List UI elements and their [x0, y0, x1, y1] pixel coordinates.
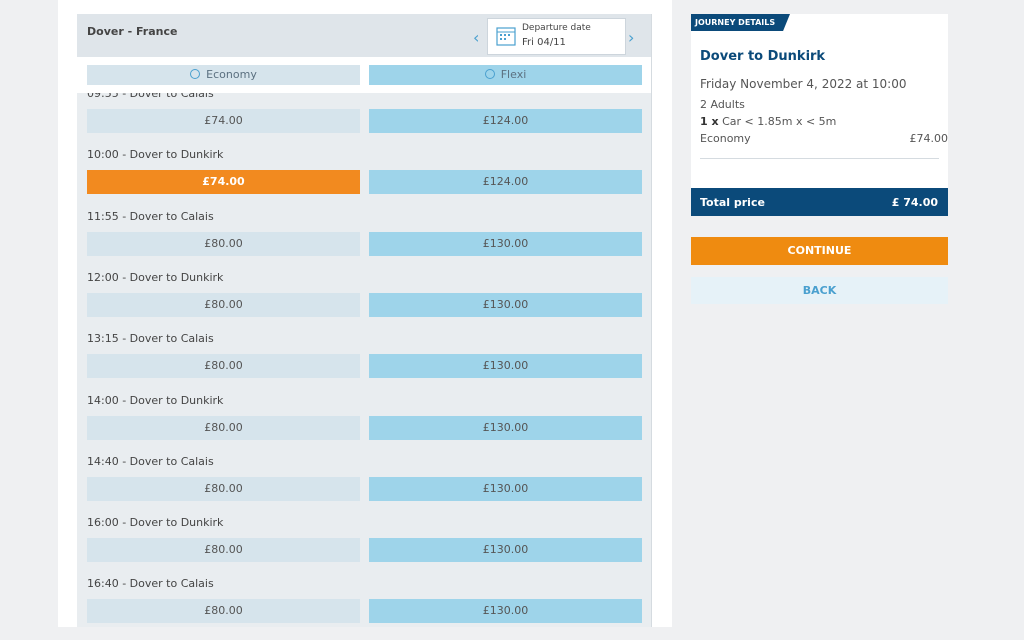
flexi-fare-button[interactable]: £130.00: [369, 292, 642, 317]
fare-tab-label: Economy: [206, 68, 257, 81]
flexi-fare-button[interactable]: £124.00: [369, 170, 642, 195]
calendar-icon: [496, 27, 516, 46]
economy-fare-button[interactable]: £80.00: [87, 354, 360, 379]
fare-tab[interactable]: Economy: [87, 65, 360, 85]
journey-datetime: Friday November 4, 2022 at 10:00: [700, 77, 907, 91]
separator: [700, 158, 939, 159]
economy-fare-button[interactable]: £80.00: [87, 415, 360, 440]
sailing-label: 10:00 - Dover to Dunkirk: [87, 148, 224, 162]
date-value: Fri 04/11: [522, 37, 566, 48]
economy-fare-button[interactable]: £74.00: [87, 109, 360, 133]
next-date[interactable]: ›: [628, 28, 635, 47]
flexi-fare-button[interactable]: £130.00: [369, 599, 642, 624]
passengers: 2 Adults: [700, 98, 745, 111]
sailing-list: 09:55 - Dover to Calais £74.00 £124.00 10:0…: [77, 93, 651, 627]
vehicle-qty: 1 x: [700, 115, 719, 128]
economy-fare-button[interactable]: £80.00: [87, 538, 360, 563]
journey-tag: JOURNEY DETAILS: [691, 14, 790, 31]
economy-fare-button[interactable]: £80.00: [87, 231, 360, 256]
continue-button[interactable]: CONTINUE: [691, 237, 948, 265]
prev-date[interactable]: ‹: [473, 28, 480, 47]
sailing-label: 14:40 - Dover to Calais: [87, 454, 214, 468]
sailing-label: 12:00 - Dover to Dunkirk: [87, 270, 224, 284]
total-bar: [691, 188, 948, 216]
sailing-label: 16:00 - Dover to Dunkirk: [87, 516, 224, 530]
total-label: Total price: [700, 196, 765, 209]
sailing-label: 16:40 - Dover to Calais: [87, 577, 214, 591]
vehicle-line: 1 x Car < 1.85m x < 5m: [700, 115, 836, 128]
economy-fare-button[interactable]: £80.00: [87, 476, 360, 501]
flexi-fare-button[interactable]: £130.00: [369, 354, 642, 379]
flexi-fare-button[interactable]: £130.00: [369, 415, 642, 440]
flexi-fare-button[interactable]: £124.00: [369, 109, 642, 133]
fare-price: £74.00: [909, 132, 949, 145]
date-label: Departure date: [522, 23, 591, 33]
fare-tab[interactable]: Flexi: [369, 65, 642, 85]
fare-name: Economy: [700, 132, 751, 145]
journey-card: [691, 14, 948, 188]
total-price: £ 74.00: [891, 196, 938, 209]
flexi-fare-button[interactable]: £130.00: [369, 231, 642, 256]
vehicle: Car < 1.85m x < 5m: [722, 115, 837, 128]
flexi-fare-button[interactable]: £130.00: [369, 538, 642, 563]
economy-fare-button[interactable]: £80.00: [87, 292, 360, 317]
back-button[interactable]: BACK: [691, 277, 948, 304]
economy-fare-button[interactable]: £74.00: [87, 170, 360, 195]
economy-fare-button[interactable]: £80.00: [87, 599, 360, 624]
journey-title: Dover to Dunkirk: [700, 49, 826, 64]
sailing-label: 14:00 - Dover to Dunkirk: [87, 393, 224, 407]
route-title: Dover - France: [87, 25, 178, 38]
sailing-label: 13:15 - Dover to Calais: [87, 332, 214, 346]
flexi-fare-button[interactable]: £130.00: [369, 476, 642, 501]
sailing-label: 09:55 - Dover to Calais: [87, 93, 214, 100]
date-picker[interactable]: [487, 18, 626, 55]
sailing-label: 11:55 - Dover to Calais: [87, 209, 214, 223]
fare-tab-label: Flexi: [500, 68, 527, 81]
